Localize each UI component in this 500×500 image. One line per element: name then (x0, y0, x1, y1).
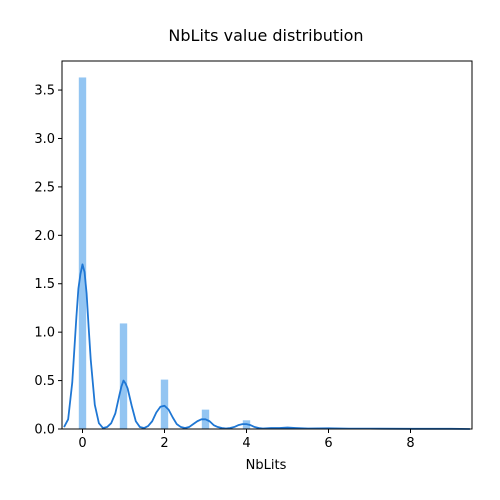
y-tick-label-2.0: 2.0 (34, 229, 55, 244)
histogram-bar-0 (78, 77, 87, 429)
histogram-bar-1 (119, 323, 128, 429)
x-tick-label-6: 6 (324, 436, 332, 451)
y-tick-label-0.0: 0.0 (34, 423, 55, 438)
x-tick-label-0: 0 (78, 436, 86, 451)
kde-curve-group (63, 263, 470, 430)
plot-frame (61, 60, 473, 430)
y-tick-label-0.5: 0.5 (34, 374, 55, 389)
histogram-bars (78, 77, 251, 429)
y-tick-label-1.5: 1.5 (34, 277, 55, 292)
x-axis-label: NbLits (246, 458, 287, 473)
x-tick-label-8: 8 (406, 436, 414, 451)
chart-title: NbLits value distribution (168, 26, 363, 45)
y-tick-label-1.0: 1.0 (34, 326, 55, 341)
x-tick-label-4: 4 (242, 436, 250, 451)
x-axis: 0 2 4 6 8 (78, 429, 415, 451)
x-tick-label-2: 2 (160, 436, 168, 451)
y-tick-label-3.5: 3.5 (34, 84, 55, 99)
histogram-bar-2 (160, 379, 169, 429)
kde-line (63, 263, 470, 430)
y-tick-label-2.5: 2.5 (34, 180, 55, 195)
y-tick-label-3.0: 3.0 (34, 132, 55, 147)
y-axis: 0.0 0.5 1.0 1.5 2.0 2.5 3.0 3.5 (34, 84, 62, 438)
